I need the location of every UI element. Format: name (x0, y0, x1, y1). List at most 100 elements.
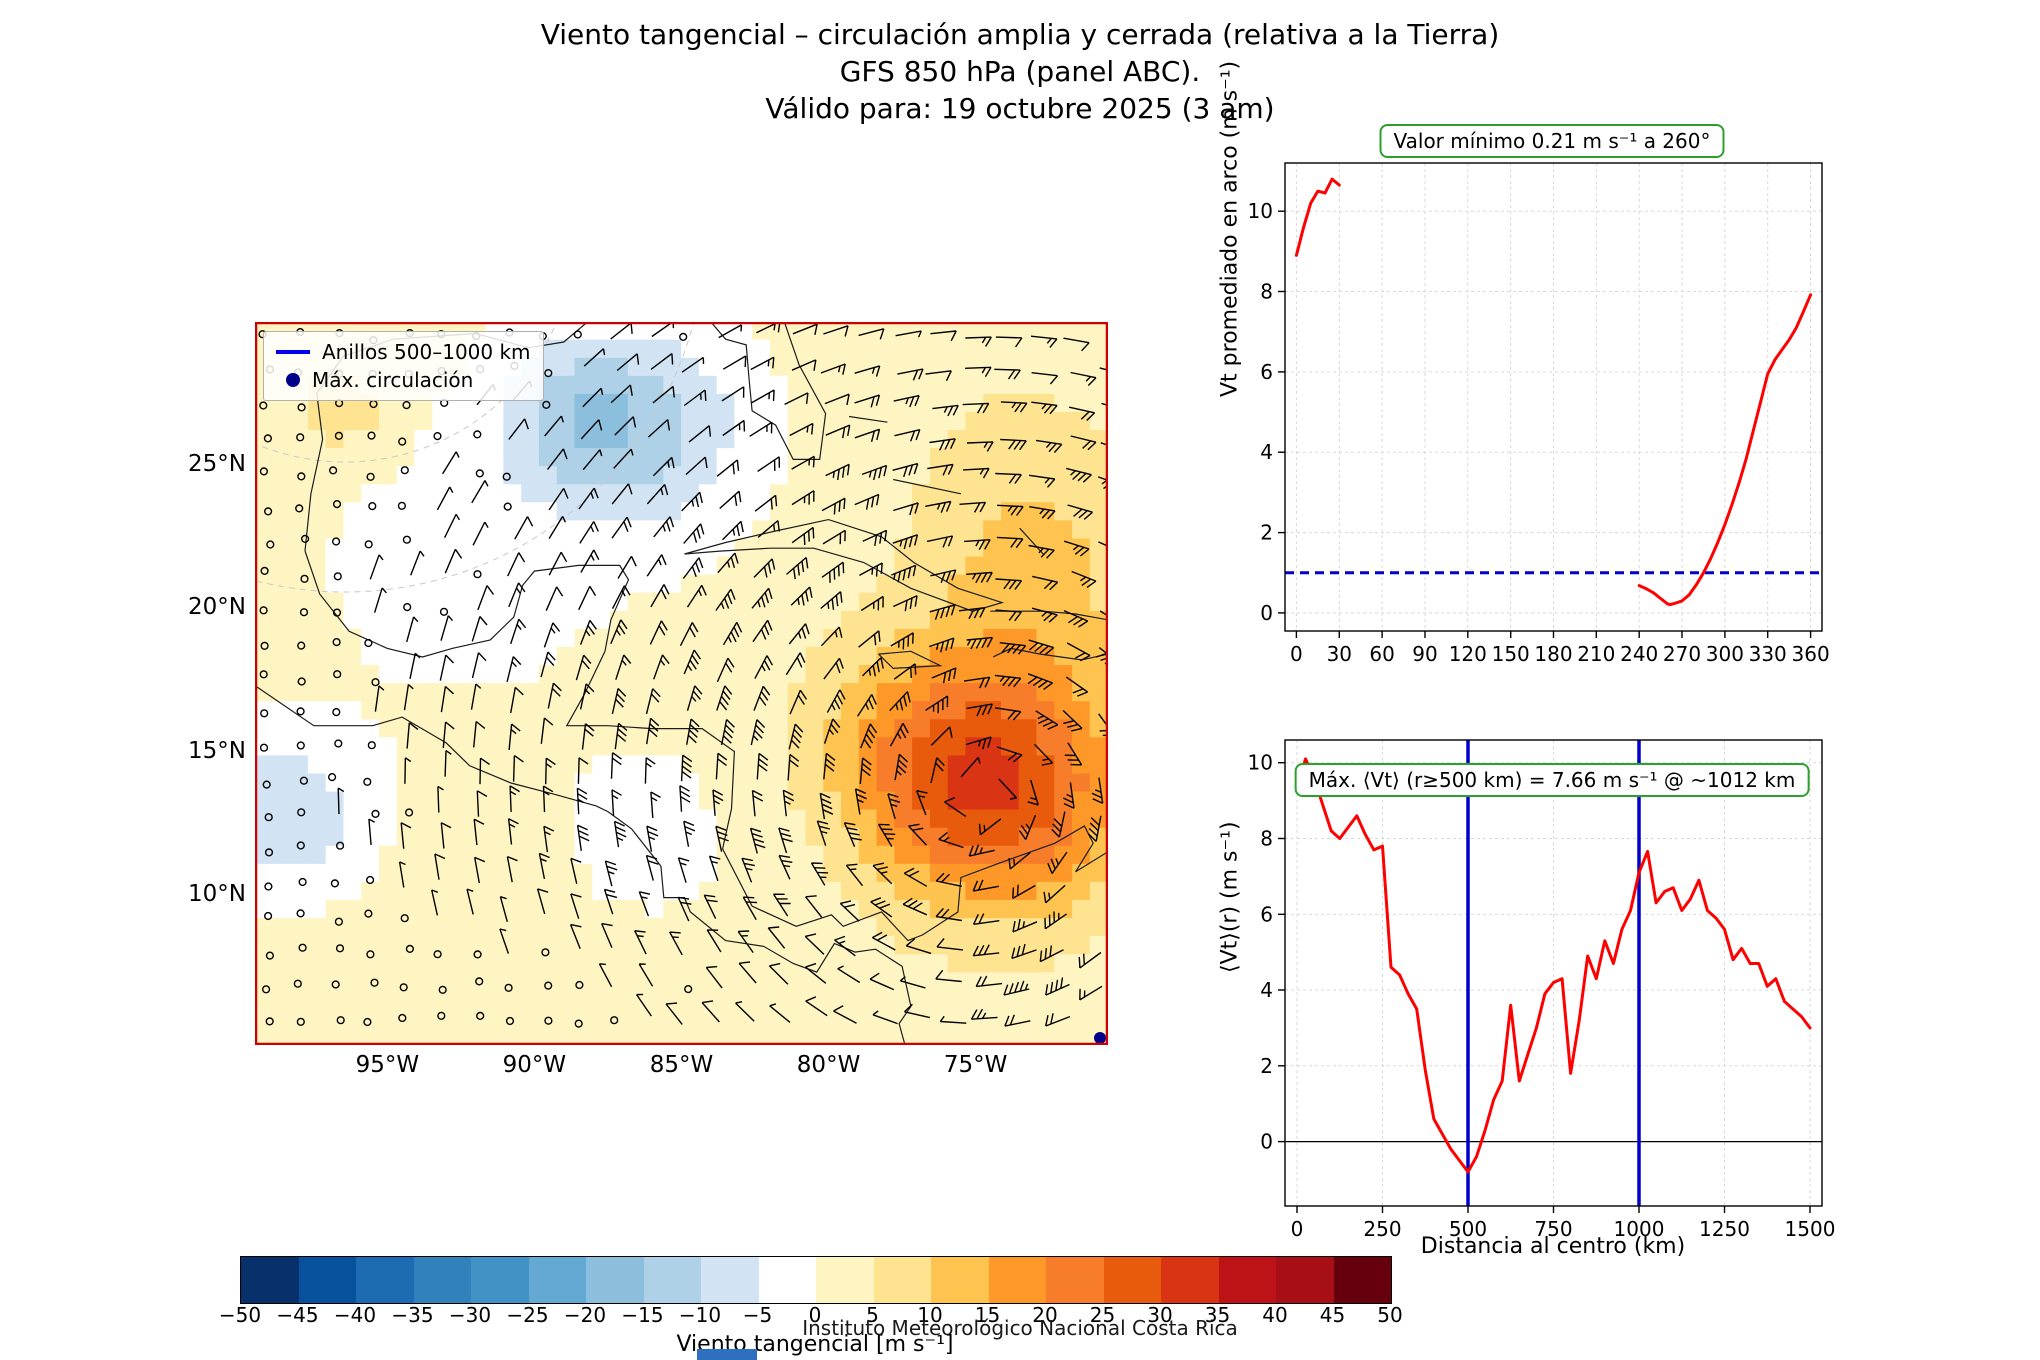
x-tick-label: 360 (1792, 642, 1830, 666)
colorbar-tick-label: 40 (1262, 1303, 1288, 1327)
colorbar-cell (1218, 1257, 1276, 1303)
colorbar-cell (298, 1257, 356, 1303)
x-tick-label: 60 (1369, 642, 1394, 666)
colorbar-tick-label: 30 (1147, 1303, 1173, 1327)
radial-vt-chart: 0 250 500 750 1000 1250 1500 0 2 4 6 8 10 (1248, 739, 1835, 1241)
colorbar-tick-label: 0 (808, 1303, 822, 1327)
y-tick-label: 2 (1260, 1054, 1273, 1078)
x-tick-label: 150 (1492, 642, 1530, 666)
max-value-annotation: Máx. ⟨Vt⟩ (r≥500 km) = 7.66 m s⁻¹ @ ~101… (1294, 763, 1810, 797)
tick-marks (1278, 210, 1812, 638)
y-tick-label: 8 (1260, 280, 1273, 304)
y-tick-label: 8 (1260, 827, 1273, 851)
max-circulation-marker (1094, 1032, 1106, 1044)
colorbar-cell (1333, 1257, 1391, 1303)
map-lon-tick-label: 80°W (796, 1052, 861, 1078)
colorbar-ticks: −50 −45 −40 −35 −30 −25 −20 −15 −10 −5 0 5 10 15 20 25 3… (219, 1303, 1403, 1331)
colorbar-tick-label: 50 (1377, 1303, 1403, 1327)
colorbar-cell (471, 1257, 529, 1303)
ring-line-icon (276, 350, 310, 354)
data-series (1295, 757, 1812, 1174)
y-tick-label: 0 (1260, 601, 1273, 625)
y-tick-label: 6 (1260, 902, 1273, 926)
colorbar-tick-label: 45 (1319, 1303, 1346, 1327)
colorbar-tick-label: 25 (1089, 1303, 1116, 1327)
colorbar-tick-label: 35 (1204, 1303, 1231, 1327)
map-lat-tick-label: 15°N (188, 737, 246, 764)
max-circulation-dot-icon (286, 373, 300, 387)
tick-labels: 0 30 60 90 120 150 180 210 240 270 300 330 360 0 2 4 6 8 1… (1248, 199, 1830, 666)
legend-max-circ-label: Máx. circulación (312, 368, 474, 392)
colorbar-tick-label: 20 (1032, 1303, 1058, 1327)
colorbar-cell (701, 1257, 759, 1303)
colorbar-cell (758, 1257, 816, 1303)
y-tick-label: 4 (1260, 440, 1273, 464)
colorbar-cell (1276, 1257, 1334, 1303)
map-lon-tick-label: 95°W (355, 1052, 420, 1078)
gridlines (1285, 163, 1822, 631)
x-tick-label: 120 (1449, 642, 1487, 666)
map-lat-tick-label: 10°N (188, 880, 246, 907)
y-tick-label: 6 (1260, 360, 1273, 384)
arc-averaged-vt-chart: 0 30 60 90 120 150 180 210 240 270 300 330 360 0 2 4 6 8 1… (1248, 162, 1830, 666)
colorbar-tick-label: 10 (917, 1303, 943, 1327)
y-tick-label: 2 (1260, 521, 1273, 545)
title-line-2: GFS 850 hPa (panel ABC). (839, 55, 1201, 88)
x-tick-label: 1500 (1785, 1217, 1836, 1241)
x-tick-label: 750 (1534, 1217, 1572, 1241)
gridlines (1285, 740, 1822, 1206)
y-tick-label: 0 (1260, 1130, 1273, 1154)
colorbar-cell (643, 1257, 701, 1303)
y-tick-label: 10 (1248, 199, 1273, 223)
colorbar-tick-label: −20 (563, 1303, 607, 1327)
title-line-1: Viento tangencial – circulación amplia y… (540, 18, 1500, 51)
colorbar-cell (931, 1257, 989, 1303)
map-lat-tick-label: 25°N (188, 451, 246, 478)
x-tick-label: 270 (1663, 642, 1701, 666)
x-tick-label: 1250 (1699, 1217, 1750, 1241)
colorbar (240, 1256, 1392, 1304)
y-tick-label: 4 (1260, 978, 1273, 1002)
x-tick-label: 30 (1327, 642, 1352, 666)
y-tick-label: 10 (1248, 751, 1273, 775)
coastlines (255, 322, 1108, 1045)
colorbar-cell (356, 1257, 414, 1303)
map-lon-tick-label: 85°W (649, 1052, 714, 1078)
x-tick-label: 500 (1449, 1217, 1487, 1241)
colorbar-tick-label: −50 (218, 1303, 262, 1327)
colorbar-cell (1046, 1257, 1104, 1303)
colorbar-cell (241, 1257, 299, 1303)
x-tick-label: 240 (1620, 642, 1658, 666)
map-legend: Anillos 500–1000 km Máx. circulación (263, 331, 544, 401)
ring-arcs (255, 322, 694, 593)
x-tick-label: 1000 (1614, 1217, 1665, 1241)
min-value-annotation: Valor mínimo 0.21 m s⁻¹ a 260° (1379, 124, 1725, 158)
colorbar-tick-label: −35 (391, 1303, 434, 1327)
x-tick-label: 210 (1577, 642, 1615, 666)
x-tick-label: 90 (1412, 642, 1437, 666)
shading-layer (255, 322, 1108, 1045)
map-border (255, 322, 1108, 1045)
colorbar-tick-label: −10 (678, 1303, 722, 1327)
colorbar-cell (1161, 1257, 1219, 1303)
legend-rings-label: Anillos 500–1000 km (322, 340, 531, 364)
map-lon-tick-label: 75°W (943, 1052, 1008, 1078)
x-tick-label: 180 (1534, 642, 1572, 666)
footer-credit: Instituto Meteorológico Nacional Costa R… (802, 1316, 1238, 1340)
map-lon-tick-label: 90°W (502, 1052, 567, 1078)
tick-marks (1278, 762, 1811, 1213)
x-tick-label: 0 (1291, 1217, 1304, 1241)
data-series (1637, 293, 1813, 606)
x-tick-label: 300 (1706, 642, 1744, 666)
colorbar-cell (586, 1257, 644, 1303)
x-tick-label: 0 (1290, 642, 1303, 666)
tick-labels: 0 250 500 750 1000 1250 1500 0 2 4 6 8 10 (1248, 751, 1836, 1241)
legend-item-max-circulation: Máx. circulación (276, 366, 531, 394)
colorbar-tick-label: −30 (448, 1303, 492, 1327)
colorbar-cell (988, 1257, 1046, 1303)
radial-chart-x-axis-label: Distancia al centro (km) (1420, 1234, 1686, 1259)
colorbar-cell (816, 1257, 874, 1303)
page-title: Viento tangencial – circulación amplia y… (0, 16, 2040, 127)
colorbar-tick-label: −25 (506, 1303, 549, 1327)
clipped-blue-swatch (697, 1349, 757, 1360)
